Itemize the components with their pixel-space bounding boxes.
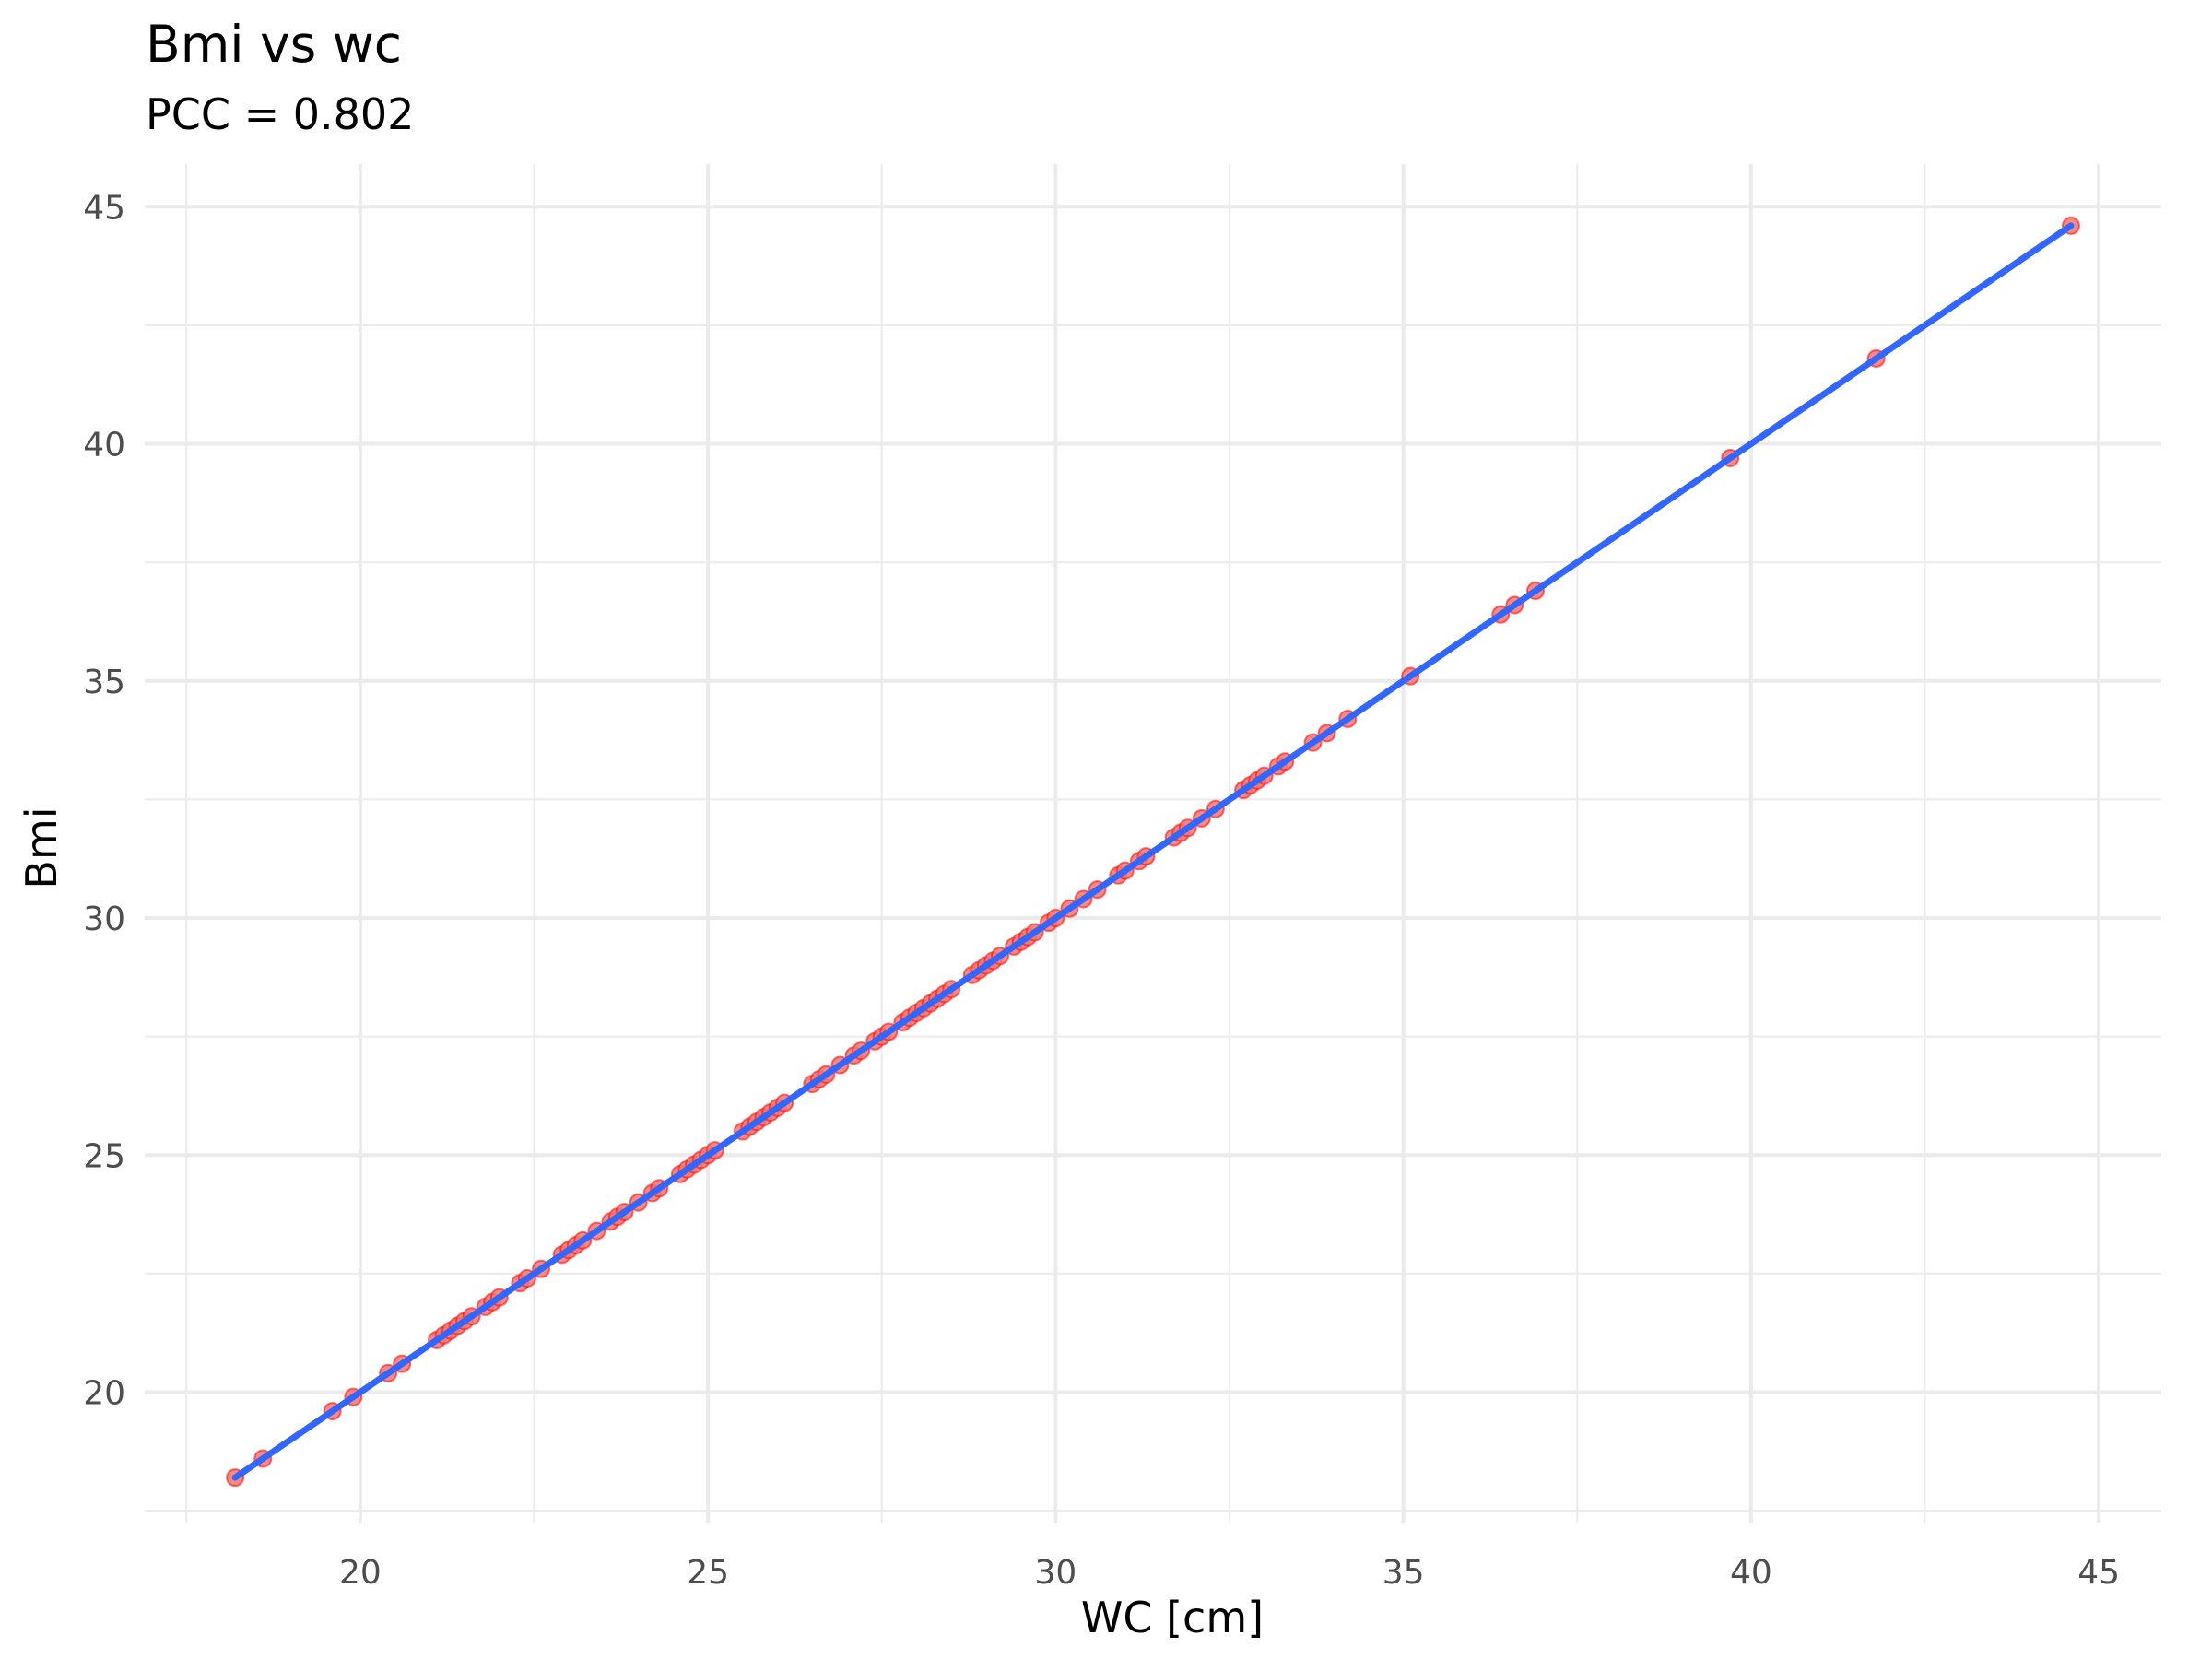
y-tick-label: 35 [83,664,125,701]
x-tick-label: 30 [1034,1554,1077,1592]
x-tick-label: 20 [339,1554,382,1592]
y-tick-label: 45 [83,189,125,227]
y-tick-label: 30 [83,900,125,938]
x-tick-label: 40 [1730,1554,1772,1592]
chart-title: Bmi vs wc [146,15,402,74]
x-tick-label: 35 [1382,1554,1425,1592]
fit-line [231,222,2075,1481]
y-tick-label: 25 [83,1137,125,1175]
y-tick-label: 20 [83,1375,125,1413]
y-tick-label: 40 [83,427,125,465]
x-axis-tick-labels: 20 25 30 35 40 45 [339,1554,2120,1592]
major-gridlines [145,164,2161,1523]
y-axis-tick-labels: 20 25 30 35 40 45 [83,189,125,1412]
x-tick-label: 45 [2077,1554,2120,1592]
y-axis-title: Bmi [17,806,66,888]
minor-gridlines [145,164,2161,1523]
chart-subtitle: PCC = 0.802 [146,89,414,139]
x-tick-label: 25 [687,1554,729,1592]
fit-line-layer [231,222,2075,1481]
x-axis-title: WC [cm] [1081,1593,1264,1642]
